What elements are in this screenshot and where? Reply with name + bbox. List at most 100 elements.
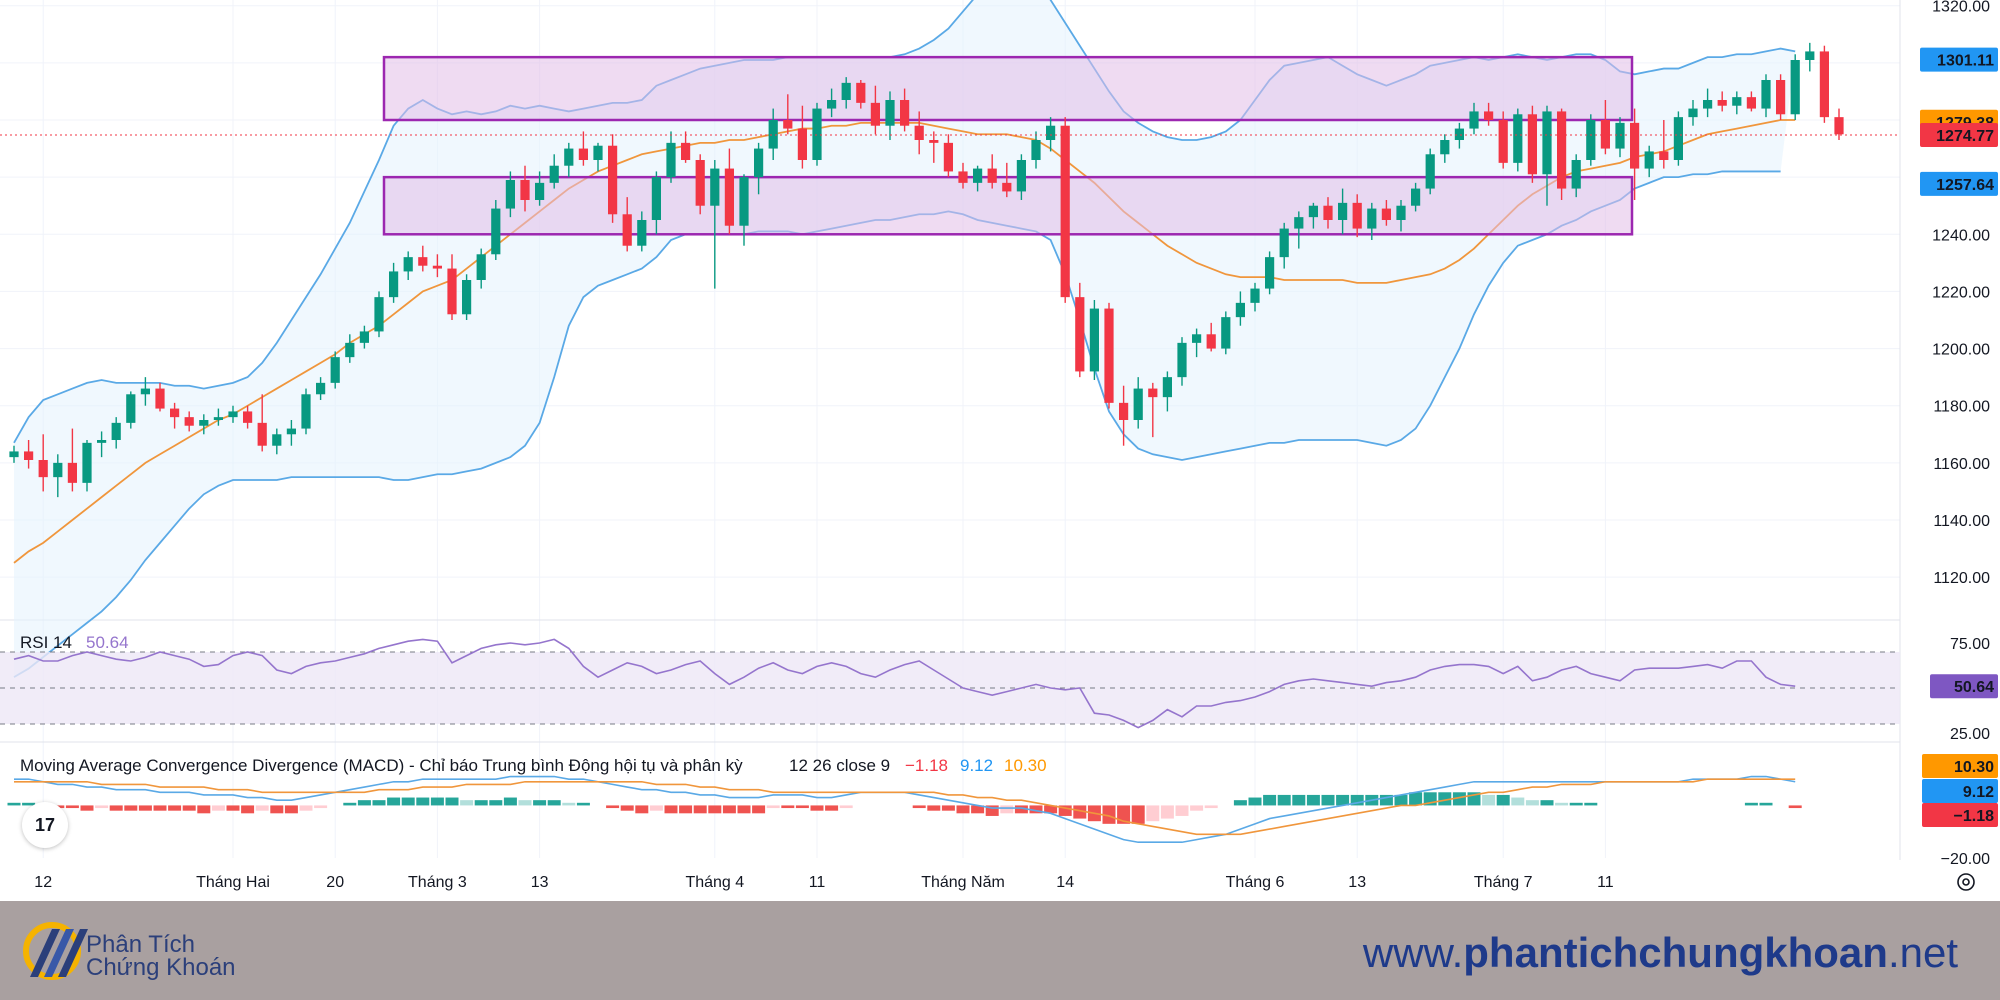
macd-hist-bar — [679, 805, 693, 814]
candle-body — [1075, 297, 1085, 372]
candle-body — [184, 417, 194, 426]
candle-body — [1367, 208, 1377, 229]
macd-hist-value: −1.18 — [905, 756, 948, 775]
time-tick-label: Tháng 6 — [1226, 874, 1285, 891]
macd-hist-bar — [1409, 792, 1423, 806]
time-tick-label: Tháng Năm — [921, 874, 1005, 891]
rsi-panel[interactable]: 75.00 25.00 50.64 — [0, 636, 1998, 743]
macd-hist-bar — [1044, 805, 1058, 814]
macd-hist-bar — [839, 805, 853, 809]
candle-body — [1673, 117, 1683, 160]
macd-hist-bar — [226, 805, 240, 811]
candle-body — [1162, 377, 1172, 398]
candle-body — [651, 177, 661, 220]
candle-body — [491, 208, 501, 255]
macd-axis-label: 10.30 — [1954, 759, 1994, 776]
candle-body — [1498, 120, 1508, 163]
candle-body — [812, 108, 822, 160]
candle-body — [1454, 128, 1464, 140]
macd-hist-bar — [518, 800, 532, 806]
website-suffix: .net — [1887, 929, 1958, 976]
candle-body — [1776, 80, 1786, 115]
candle-body — [1440, 140, 1450, 155]
candle-body — [1819, 51, 1829, 118]
candle-body — [564, 148, 574, 166]
bb-upper-label-bg — [1920, 47, 1998, 72]
candle-body — [1381, 208, 1391, 220]
candle-body — [1119, 402, 1129, 420]
macd-hist-bar — [1321, 794, 1335, 806]
macd-axis-label-bg — [1922, 803, 1998, 827]
macd-hist-bar — [124, 805, 138, 811]
candle-body — [1104, 308, 1114, 403]
macd-hist-bar — [299, 805, 313, 811]
macd-params: 12 26 close 9 — [789, 756, 890, 775]
time-tick-label: 13 — [531, 874, 549, 891]
time-tick-label: 13 — [1348, 874, 1366, 891]
candle-body — [432, 265, 442, 269]
candle-body — [1206, 334, 1216, 349]
macd-hist-bar — [109, 805, 123, 811]
macd-hist-bar — [1204, 805, 1218, 809]
macd-hist-bar — [270, 805, 284, 814]
candle-body — [783, 120, 793, 129]
candle-body — [958, 171, 968, 183]
candle-body — [1688, 108, 1698, 118]
candle-body — [111, 422, 121, 440]
macd-hist-bar — [927, 805, 941, 811]
macd-hist-bar — [153, 805, 167, 811]
macd-hist-bar — [693, 805, 707, 814]
candle-body — [1790, 60, 1800, 115]
candle-body — [1046, 125, 1056, 140]
candle-body — [374, 297, 384, 332]
candle-body — [272, 434, 282, 446]
website-url[interactable]: www.phantichchungkhoan.net — [1363, 929, 1958, 977]
candle-body — [1527, 114, 1537, 175]
macd-hist-bar — [489, 800, 503, 806]
candle-body — [1571, 160, 1581, 189]
candle-body — [126, 394, 136, 423]
candle-body — [1542, 111, 1552, 175]
candle-body — [1192, 334, 1202, 343]
candle-body — [1761, 80, 1771, 109]
price-axis[interactable]: 1320.001300.001280.001260.001240.001220.… — [1920, 0, 1998, 587]
candle-body — [1746, 97, 1756, 109]
time-tick-label: 12 — [34, 874, 52, 891]
candle-body — [1323, 205, 1333, 220]
macd-hist-bar — [474, 800, 488, 806]
macd-hist-bar — [197, 805, 211, 814]
macd-hist-bar — [95, 805, 109, 809]
rsi-tick-label: 25.00 — [1950, 726, 1990, 743]
macd-hist-bar — [255, 805, 269, 811]
candle-body — [797, 128, 807, 160]
candle-body — [1630, 122, 1640, 169]
macd-hist-bar — [430, 797, 444, 806]
macd-axis-label: −1.18 — [1954, 808, 1995, 825]
time-tick-label: 14 — [1056, 874, 1074, 891]
candle-body — [1031, 140, 1041, 160]
macd-hist-bar — [1160, 805, 1174, 819]
candle-body — [140, 388, 150, 395]
macd-hist-bar — [1336, 794, 1350, 806]
candlestick-series[interactable] — [9, 42, 1844, 498]
macd-hist-bar — [460, 800, 474, 806]
macd-hist-bar — [1511, 797, 1525, 806]
candle-body — [987, 168, 997, 183]
candle-body — [389, 271, 399, 298]
candle-body — [1133, 388, 1143, 420]
gear-icon[interactable] — [1957, 873, 1975, 891]
candle-body — [1089, 308, 1099, 372]
macd-hist-bar — [445, 797, 459, 806]
time-axis[interactable]: 12 Tháng Hai 20 Tháng 3 13 Tháng 4 11 Tháng Năm… — [34, 874, 1614, 891]
tradingview-logo-icon[interactable]: 17 — [22, 802, 68, 848]
macd-hist-bar — [752, 805, 766, 814]
candle-body — [856, 82, 866, 103]
bb-upper-label: 1301.11 — [1937, 53, 1994, 70]
candle-body — [1308, 205, 1318, 218]
candle-body — [841, 82, 851, 100]
macd-hist-bar — [138, 805, 152, 811]
macd-panel[interactable]: −20.00 10.30 9.12 −1.18 — [7, 754, 1999, 868]
chart-area[interactable]: 1320.001300.001280.001260.001240.001220.… — [0, 0, 2000, 901]
macd-hist-bar — [1584, 802, 1598, 806]
candle-body — [1834, 117, 1844, 135]
